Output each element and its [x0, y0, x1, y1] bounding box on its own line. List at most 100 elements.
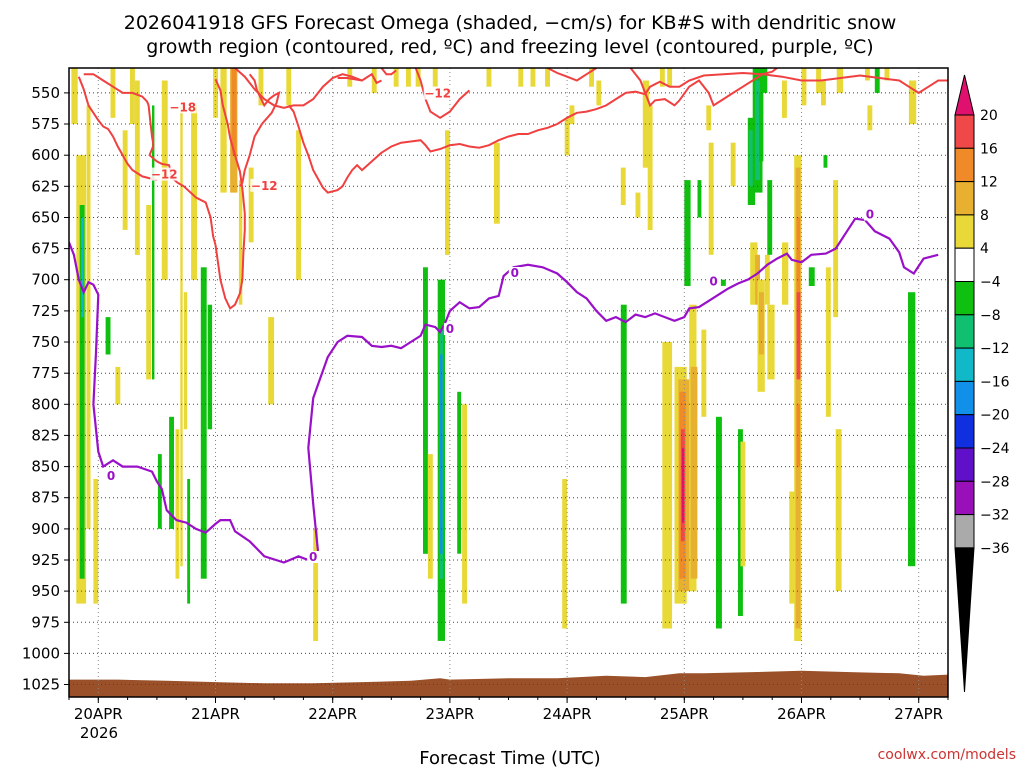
omega-region-110: [825, 267, 831, 417]
colorbar-label-12: −32: [980, 508, 1010, 524]
omega-region-52: [530, 68, 536, 87]
omega-region-51: [518, 68, 524, 87]
omega-region-53: [545, 68, 550, 87]
omega-region-118: [908, 80, 917, 125]
omega-region-32: [286, 68, 292, 106]
omega-region-93: [759, 292, 764, 355]
colorbar-label-11: −28: [980, 474, 1010, 490]
dgz-label-1: −12: [151, 168, 178, 182]
x-tick-label-23APR: 23APR: [425, 705, 474, 723]
omega-region-14: [157, 454, 162, 529]
omega-region-29: [248, 167, 254, 243]
colorbar-label-0: 20: [980, 108, 998, 124]
omega-region-85: [748, 130, 754, 187]
colorbar-box-0: [954, 114, 975, 149]
omega-region-9: [122, 130, 128, 230]
dgz-label-2: −12: [251, 179, 278, 193]
y-axis: 550 575 600 625 650 675 700 725 750 775 800 825 850 8…: [22, 84, 69, 694]
dgz-label-bg-2: [250, 178, 279, 192]
omega-region-7: [110, 68, 116, 118]
omega-region-59: [620, 167, 626, 205]
y-tick-label-825: 825: [31, 426, 60, 444]
omega-region-46: [445, 130, 450, 255]
omega-region-22: [200, 267, 207, 579]
y-tick-label-800: 800: [31, 395, 60, 413]
x-tick-label-22APR: 22APR: [308, 705, 357, 723]
omega-region-21: [191, 105, 197, 280]
omega-region-42: [432, 68, 438, 87]
omega-region-99: [789, 491, 796, 604]
x-tick-label-21APR: 21APR: [191, 705, 240, 723]
omega-region-80: [720, 279, 726, 286]
dgz-label-3: −12: [424, 87, 451, 101]
y-tick-label-675: 675: [31, 240, 60, 258]
x-tick-label-20APR: 20APR: [74, 705, 123, 723]
contour-label-layer: −18 −12 −12 −12 0 0 0 0 0 0: [105, 86, 876, 564]
y-tick-label-850: 850: [31, 458, 60, 476]
freezing-label-4: 0: [709, 275, 717, 289]
freezing-level-line: [69, 217, 939, 564]
omega-region-48: [462, 404, 467, 604]
x-year-label: 2026: [80, 724, 118, 742]
y-tick-label-600: 600: [31, 146, 60, 164]
omega-region-101: [795, 167, 801, 629]
omega-region-117: [874, 68, 880, 93]
colorbar-label-4: 4: [980, 241, 989, 257]
omega-region-50: [493, 142, 500, 224]
omega-region-103: [796, 292, 801, 380]
omega-region-89: [762, 68, 768, 93]
colorbar-label-13: −36: [980, 541, 1010, 557]
omega-region-40: [423, 267, 428, 554]
omega-region-73: [690, 366, 698, 579]
omega-region-37: [393, 68, 399, 87]
y-tick-label-625: 625: [31, 177, 60, 195]
colorbar-box-9: [954, 414, 975, 449]
y-tick-label-900: 900: [31, 520, 60, 538]
omega-region-58: [596, 80, 602, 106]
dgz-contour-line-9: [629, 68, 778, 108]
colorbar-bottom-arrow: [954, 547, 975, 693]
dgz-label-0: −18: [169, 100, 196, 114]
omega-region-54: [562, 479, 568, 629]
omega-region-76: [701, 329, 707, 417]
omega-region-74: [684, 180, 691, 286]
omega-region-38: [406, 68, 411, 87]
omega-region-113: [836, 68, 843, 93]
omega-region-23: [207, 304, 213, 430]
omega-region-34: [313, 528, 319, 641]
x-tick-label-25APR: 25APR: [660, 705, 709, 723]
dgz-contour-line-5: [288, 71, 948, 194]
omega-region-39: [415, 68, 421, 87]
omega-region-57: [589, 68, 594, 87]
grid-layer: [69, 68, 948, 697]
dgz-contour-line-3: [77, 76, 158, 182]
omega-region-115: [867, 105, 873, 131]
y-tick-label-950: 950: [31, 582, 60, 600]
omega-region-87: [755, 80, 760, 181]
colorbar-box-2: [954, 181, 975, 216]
colorbar-box-11: [954, 480, 975, 516]
freezing-label-0: 0: [107, 469, 115, 483]
omega-region-104: [796, 404, 800, 467]
omega-region-61: [620, 304, 627, 604]
omega-region-63: [647, 105, 653, 230]
omega-region-16: [169, 416, 174, 529]
colorbar-label-6: −8: [980, 308, 1001, 324]
omega-region-0: [71, 68, 78, 124]
freezing-label-1: 0: [309, 550, 317, 564]
omega-region-102: [796, 217, 801, 330]
omega-region-60: [635, 192, 641, 218]
omega-region-18: [180, 105, 183, 567]
y-tick-label-550: 550: [31, 84, 60, 102]
freezing-label-bg-0: [105, 470, 117, 482]
omega-region-64: [659, 68, 665, 87]
omega-region-75: [697, 180, 702, 218]
dgz-contour-line-4: [234, 68, 382, 109]
omega-region-79: [716, 416, 722, 629]
omega-region-71: [681, 447, 685, 523]
omega-region-65: [667, 68, 673, 87]
omega-region-96: [767, 304, 775, 380]
omega-region-13: [152, 105, 155, 380]
y-tick-label-875: 875: [31, 489, 60, 507]
freezing-label-5: 0: [866, 208, 874, 222]
